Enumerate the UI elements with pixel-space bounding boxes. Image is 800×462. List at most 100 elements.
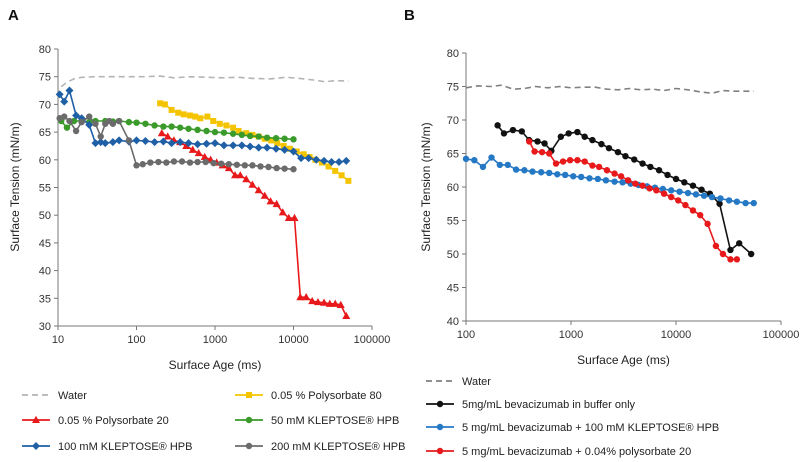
data-point [161, 101, 168, 108]
data-point [168, 106, 175, 113]
data-point [230, 124, 237, 131]
data-point [263, 143, 272, 152]
data-point [182, 141, 191, 149]
data-point [265, 163, 272, 171]
data-point [210, 118, 217, 125]
data-point [216, 120, 223, 127]
data-point [325, 163, 332, 170]
data-point [646, 185, 653, 192]
data-point [602, 177, 610, 184]
data-point [246, 132, 254, 140]
data-point [194, 148, 203, 157]
data-point [211, 128, 219, 136]
legend-item: 5 mg/mL bevacizumab + 100 mM KLEPTOSE® H… [426, 422, 719, 434]
data-point [581, 133, 588, 140]
y-tick-label: 70 [39, 99, 51, 111]
data-point [272, 134, 280, 142]
data-point [202, 139, 211, 148]
data-point [125, 118, 133, 126]
data-point [72, 111, 81, 120]
data-point [78, 118, 85, 126]
data-point [186, 112, 193, 119]
data-point [589, 162, 596, 169]
data-point [581, 158, 588, 165]
data-point [297, 154, 306, 163]
data-point [272, 144, 281, 153]
data-point [332, 167, 339, 174]
data-point [147, 159, 154, 166]
data-point [274, 140, 281, 147]
x-tick-label: 100 [127, 334, 145, 346]
legend-marker [32, 442, 40, 450]
data-point [327, 158, 336, 167]
x-tick-label: 1000 [203, 334, 227, 346]
data-point [188, 145, 197, 153]
series-3 [157, 129, 351, 320]
data-point [509, 126, 517, 134]
legend-marker [436, 423, 444, 431]
data-point [624, 177, 632, 184]
data-point [125, 137, 133, 144]
y-axis-title: Surface Tension (mN/m) [8, 122, 22, 251]
data-point [192, 113, 199, 120]
data-point [639, 160, 646, 167]
data-point [170, 158, 178, 165]
data-point [223, 122, 230, 129]
y-tick-label: 55 [39, 183, 51, 195]
data-point [178, 158, 186, 165]
data-point [586, 175, 593, 182]
series-6 [56, 113, 297, 173]
data-point [660, 190, 668, 197]
data-point [248, 180, 257, 188]
y-tick-label: 70 [447, 115, 459, 127]
x-tick-label: 10 [52, 334, 64, 346]
data-point [462, 155, 470, 163]
series-4 [526, 138, 741, 263]
data-point [184, 139, 193, 148]
legend-label: 50 mM KLEPTOSE® HPB [271, 415, 399, 427]
legend-item: 0.05 % Polysorbate 80 [235, 390, 382, 402]
data-point [157, 100, 164, 107]
legend-marker [436, 400, 444, 408]
data-point [552, 160, 560, 167]
data-point [727, 256, 734, 263]
data-point [526, 138, 533, 145]
data-point [594, 175, 602, 183]
data-point [290, 166, 297, 173]
data-point [570, 173, 577, 180]
data-point [180, 111, 187, 118]
legend-label: Water [58, 390, 87, 402]
y-tick-label: 75 [39, 72, 51, 84]
data-point [561, 171, 569, 179]
y-tick-label: 55 [447, 216, 459, 228]
data-point [204, 113, 211, 120]
data-point [175, 109, 182, 116]
data-point [534, 138, 541, 145]
data-point [653, 187, 660, 194]
data-point [266, 197, 275, 205]
data-point [159, 137, 168, 146]
data-point [479, 163, 487, 171]
data-point [488, 154, 495, 161]
y-tick-label: 75 [447, 82, 459, 94]
data-point [717, 195, 724, 202]
data-point [537, 169, 545, 176]
data-point [139, 161, 146, 168]
y-tick-label: 40 [447, 316, 459, 328]
data-point [55, 90, 64, 99]
data-point [733, 256, 741, 263]
data-point [541, 140, 548, 147]
data-point [284, 213, 293, 221]
data-point [313, 297, 322, 306]
data-point [554, 171, 561, 178]
data-point [268, 137, 275, 144]
data-point [70, 117, 78, 125]
y-tick-label: 60 [39, 155, 51, 167]
data-point [605, 144, 613, 152]
data-point [546, 169, 553, 177]
data-point [85, 120, 94, 129]
data-point [193, 140, 202, 149]
data-point [733, 198, 741, 205]
data-point [157, 129, 166, 137]
legend-label: 100 mM KLEPTOSE® HPB [58, 441, 192, 453]
